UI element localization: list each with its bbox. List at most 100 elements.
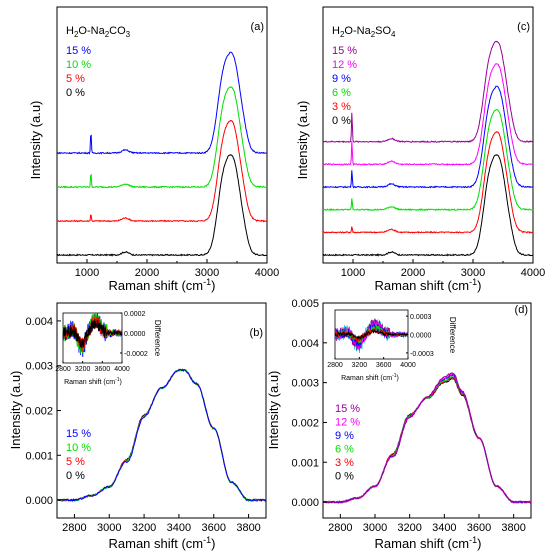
- b-legend-item: 15 %: [66, 428, 91, 440]
- panel-b-inset-xlabel: Raman shift (cm-1): [64, 377, 122, 386]
- panel-b-xlabel: Raman shift (cm-1): [109, 535, 216, 551]
- a-legend-item: 0 %: [66, 87, 85, 99]
- d-series-line: [322, 374, 532, 504]
- b-inset-xtick-label: 4000: [114, 366, 130, 373]
- panel-b: 2800 3000 3200 3400 3600 3800 0.000 0.001 0.002 0…: [8, 302, 267, 551]
- a-series-line: [56, 51, 268, 155]
- c-legend-item: 3 %: [332, 101, 351, 113]
- d-inset-line: [334, 328, 409, 340]
- panel-a-legend: 15 % 10 % 5 % 0 %: [66, 45, 91, 99]
- c-series-line: [322, 109, 534, 212]
- b-legend-item: 0 %: [66, 470, 85, 482]
- c-series-line: [323, 154, 534, 257]
- panel-c-frame: [322, 6, 534, 264]
- c-series-line: [322, 131, 534, 234]
- b-inset-xtick-label: 3200: [75, 366, 91, 373]
- panel-b-legend: 15 % 10 % 5 % 0 %: [66, 428, 91, 482]
- panel-d-ticks: 2800 3000 3200 3400 3600 3800 0.000 0.001 0.002 0…: [291, 298, 525, 534]
- b-inset-xtick-label: 2800: [55, 366, 71, 373]
- panel-d-inset-ticks: 2800 3200 3600 4000 0.0003 0.0000 -0.0003: [327, 314, 434, 369]
- a-xtick-label: 1000: [75, 267, 99, 279]
- b-legend-item: 10 %: [66, 442, 91, 454]
- panel-b-inset-series: [62, 312, 123, 358]
- panel-b-series: [56, 368, 267, 503]
- d-legend-item: 12 %: [335, 417, 360, 429]
- b-inset-ytick-label: 0.0000: [124, 331, 146, 338]
- d-inset-ytick-label: 0.0003: [410, 314, 432, 321]
- panel-d-inset-xlabel: Raman shift (cm-1): [341, 373, 399, 382]
- b-ytick-label: 0.002: [25, 406, 53, 418]
- panel-a-ylabel: Intensity (a.u): [28, 101, 43, 180]
- c-xtick-label: 1000: [341, 267, 365, 279]
- panel-b-inset-ticks: 2800 3200 3600 4000 0.0002 0.0000 -0.0002: [55, 311, 148, 373]
- panel-d-inset: 2800 3200 3600 4000 0.0003 0.0000 -0.0003 Diff…: [327, 309, 457, 382]
- panel-d-ylabel: Intensity (a.u): [266, 371, 281, 450]
- a-xtick-label: 2000: [135, 267, 159, 279]
- panel-a-frame: [56, 6, 268, 264]
- d-xtick-label: 3800: [501, 522, 525, 534]
- panel-a-xlabel: Raman shift (cm-1): [109, 277, 216, 293]
- panel-b-ticks: 2800 3000 3200 3400 3600 3800 0.000 0.001 0.002 0…: [25, 316, 260, 534]
- d-ytick-label: 0.000: [291, 497, 319, 509]
- panel-c-ylabel: Intensity (a.u): [295, 101, 310, 180]
- d-inset-ytick-label: -0.0003: [410, 351, 434, 358]
- b-ytick-label: 0.003: [25, 361, 53, 373]
- a-series-line: [57, 154, 268, 257]
- d-xtick-label: 3600: [467, 522, 491, 534]
- panel-b-inset: 2800 3200 3600 4000 0.0002 0.0000 -0.0002 Diff…: [55, 311, 162, 386]
- panel-d: 2800 3000 3200 3400 3600 3800 0.000 0.001 0.002 0…: [266, 298, 532, 551]
- d-inset-xtick-label: 2800: [327, 362, 343, 369]
- d-inset-xtick-label: 4000: [400, 362, 416, 369]
- b-inset-ytick-label: -0.0002: [124, 351, 148, 358]
- b-inset-ytick-label: 0.0002: [124, 311, 146, 318]
- c-xtick-label: 3000: [461, 267, 485, 279]
- b-xtick-label: 3400: [167, 522, 191, 534]
- d-inset-ytick-label: 0.0000: [410, 333, 432, 340]
- d-ytick-label: 0.005: [291, 298, 319, 310]
- d-inset-xtick-label: 3200: [352, 362, 368, 369]
- panel-d-frame: [322, 302, 532, 519]
- b-xtick-label: 3000: [97, 522, 121, 534]
- b-ytick-label: 0.001: [25, 450, 53, 462]
- c-xtick-label: 2000: [401, 267, 425, 279]
- b-ytick-label: 0.004: [25, 316, 53, 328]
- d-ytick-label: 0.003: [291, 378, 319, 390]
- b-inset-line: [62, 319, 123, 349]
- d-ytick-label: 0.001: [291, 457, 319, 469]
- panel-a-label: (a): [251, 21, 264, 33]
- c-legend-item: 15 %: [332, 45, 357, 57]
- d-series-line: [322, 372, 532, 504]
- a-legend-item: 5 %: [66, 73, 85, 85]
- b-xtick-label: 3200: [132, 522, 156, 534]
- panel-c-ticks: 1000 2000 3000 4000: [322, 259, 545, 279]
- d-inset-xtick-label: 3600: [376, 362, 392, 369]
- d-series-line: [322, 376, 532, 504]
- c-legend-item: 0 %: [332, 115, 351, 127]
- panel-d-legend: 15 % 12 %9 % 6 %3 % 0 %: [335, 403, 360, 483]
- b-series-line: [56, 368, 267, 503]
- panel-a-series: [56, 51, 268, 257]
- panel-d-inset-series: [334, 318, 409, 353]
- c-series-line: [322, 85, 534, 189]
- panel-c-xlabel: Raman shift (cm-1): [375, 277, 482, 293]
- c-series-line: [322, 40, 533, 144]
- b-ytick-label: 0.000: [25, 495, 53, 507]
- d-series-line: [322, 375, 532, 504]
- b-inset-xtick-label: 3600: [95, 366, 111, 373]
- b-xtick-label: 3800: [236, 522, 260, 534]
- a-series-line: [56, 119, 268, 223]
- panel-a-ticks: 1000 2000 3000 4000: [56, 259, 279, 279]
- panel-a: 1000 2000 3000 4000 H2O-Na2CO3 (a) Intensit…: [28, 6, 279, 293]
- a-xtick-label: 3000: [195, 267, 219, 279]
- panel-b-label: (b): [250, 327, 263, 339]
- d-legend-item: 0 %: [335, 471, 354, 483]
- d-legend-item: 9 %: [335, 430, 354, 442]
- d-xtick-label: 2800: [328, 522, 352, 534]
- c-xtick-label: 4000: [521, 267, 545, 279]
- panel-d-inset-ylabel: Difference: [448, 317, 457, 354]
- d-xtick-label: 3200: [397, 522, 421, 534]
- c-series-line: [322, 63, 534, 166]
- d-legend-item: 15 %: [335, 403, 360, 415]
- panel-c-series: [322, 40, 534, 257]
- panel-b-ylabel: Intensity (a.u): [8, 371, 23, 450]
